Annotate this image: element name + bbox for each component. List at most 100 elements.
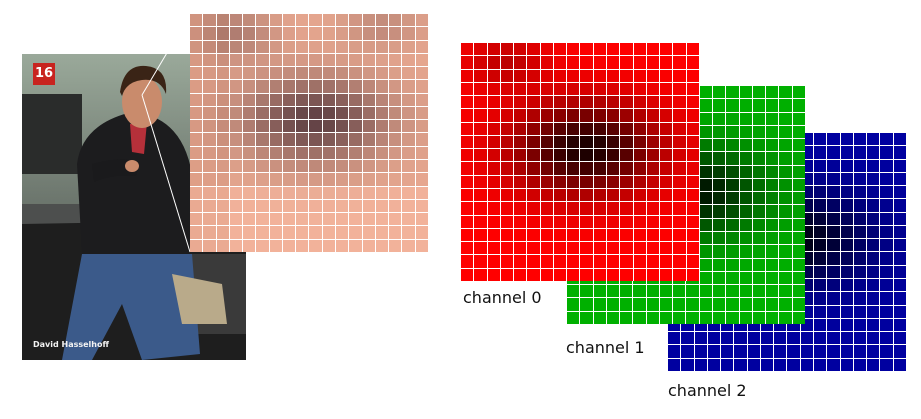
grid-cell — [739, 285, 752, 298]
grid-cell — [840, 305, 853, 318]
grid-cell — [713, 86, 726, 99]
grid-cell — [256, 133, 269, 146]
grid-cell — [461, 175, 474, 189]
grid-cell — [216, 160, 229, 173]
grid-cell — [389, 14, 402, 27]
grid-cell — [282, 53, 296, 67]
grid-cell — [739, 152, 752, 165]
grid-cell — [867, 358, 880, 371]
grid-cell — [694, 345, 707, 358]
grid-cell — [792, 205, 805, 218]
grid-cell — [713, 125, 726, 139]
grid-cell — [686, 285, 699, 298]
grid-cell — [827, 159, 840, 172]
grid-cell — [713, 178, 726, 192]
grid-cell — [527, 149, 540, 162]
grid-cell — [461, 82, 474, 96]
grid-cell — [415, 106, 428, 120]
grid-cell — [686, 175, 699, 189]
grid-cell — [893, 279, 906, 292]
grid-cell — [853, 318, 867, 332]
grid-cell — [827, 252, 840, 265]
grid-cell — [660, 189, 673, 202]
grid-cell — [713, 245, 726, 258]
grid-cell — [779, 218, 792, 232]
grid-cell — [243, 199, 256, 213]
grid-cell — [243, 146, 256, 160]
grid-cell — [707, 358, 721, 371]
grid-cell — [256, 239, 269, 252]
grid-cell — [553, 162, 567, 175]
grid-cell — [580, 122, 593, 135]
grid-cell — [336, 146, 349, 160]
grid-cell — [739, 232, 752, 245]
grid-cell — [229, 40, 243, 53]
grid-cell — [633, 202, 646, 215]
grid-cell — [362, 14, 375, 27]
grid-cell — [229, 14, 243, 27]
grid-cell — [203, 53, 216, 67]
grid-cell — [474, 96, 487, 109]
grid-cell — [840, 292, 853, 305]
grid-cell — [540, 109, 553, 122]
grid-cell — [699, 112, 713, 125]
grid-cell — [814, 332, 827, 345]
grid-cell — [620, 228, 633, 242]
grid-cell — [593, 242, 607, 255]
grid-cell — [739, 258, 752, 271]
grid-cell — [500, 82, 514, 96]
grid-cell — [389, 27, 402, 40]
grid-cell — [256, 226, 269, 239]
grid-cell — [309, 40, 322, 53]
grid-cell — [216, 213, 229, 226]
grid-cell — [699, 285, 713, 298]
grid-cell — [190, 213, 203, 226]
grid-cell — [349, 93, 362, 106]
grid-cell — [867, 199, 880, 212]
grid-cell — [607, 255, 620, 268]
grid-cell — [752, 298, 766, 311]
grid-cell — [349, 146, 362, 160]
grid-cell — [792, 271, 805, 285]
grid-cell — [660, 69, 673, 82]
grid-cell — [766, 232, 779, 245]
grid-cell — [827, 345, 840, 358]
grid-cell — [779, 86, 792, 99]
grid-cell — [203, 106, 216, 120]
grid-cell — [336, 173, 349, 186]
grid-cell — [203, 226, 216, 239]
grid-cell — [593, 228, 607, 242]
grid-cell — [840, 225, 853, 239]
grid-cell — [867, 345, 880, 358]
grid-cell — [474, 162, 487, 175]
grid-cell — [402, 93, 415, 106]
grid-cell — [203, 146, 216, 160]
grid-cell — [256, 120, 269, 133]
grid-cell — [739, 245, 752, 258]
grid-cell — [415, 146, 428, 160]
grid-cell — [792, 311, 805, 324]
grid-cell — [660, 268, 673, 281]
grid-cell — [514, 162, 527, 175]
grid-cell — [726, 165, 739, 178]
grid-cell — [853, 186, 867, 199]
grid-cell — [646, 175, 660, 189]
grid-cell — [646, 189, 660, 202]
grid-cell — [827, 305, 840, 318]
grid-cell — [567, 202, 580, 215]
grid-cell — [580, 298, 593, 311]
grid-cell — [527, 175, 540, 189]
grid-cell — [362, 239, 375, 252]
grid-cell — [375, 53, 389, 67]
grid-cell — [686, 82, 699, 96]
grid-cell — [415, 27, 428, 40]
grid-cell — [893, 133, 906, 146]
grid-cell — [243, 40, 256, 53]
grid-cell — [760, 345, 774, 358]
grid-cell — [216, 14, 229, 27]
grid-cell — [673, 135, 686, 149]
grid-cell — [256, 186, 269, 199]
grid-cell — [229, 27, 243, 40]
grid-cell — [540, 69, 553, 82]
grid-cell — [699, 311, 713, 324]
